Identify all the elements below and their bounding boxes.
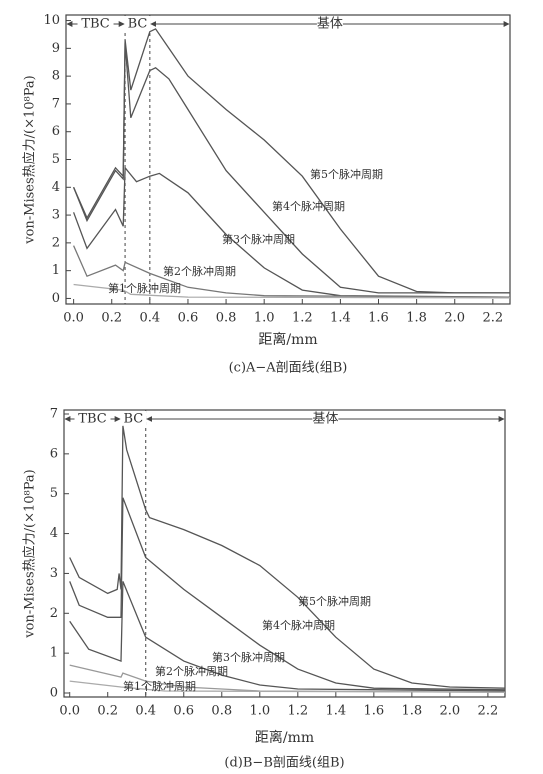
series-line [72,166,511,298]
x-axis-label: 距离/mm [255,729,314,746]
y-axis-label: von-Mises热应力/(×10⁸Pa) [22,469,38,639]
x-tick-label: 0.2 [97,704,118,719]
x-tick-label: 0.6 [178,311,199,326]
y-tick-label: 3 [50,566,58,581]
y-tick-label: 0 [52,291,60,306]
x-tick-label: 1.4 [330,311,351,326]
x-tick-label: 2.2 [478,704,499,719]
series-line [69,581,506,692]
region-label-bg [124,16,151,32]
x-tick-label: 1.8 [406,311,427,326]
series-label: 第1个脉冲周期 [123,679,196,693]
series-line [69,497,506,691]
y-tick-label: 9 [52,41,60,56]
x-tick-label: 0.6 [173,704,194,719]
x-tick-label: 2.0 [444,311,465,326]
x-tick-label: 2.2 [483,311,504,326]
y-tick-label: 1 [50,646,58,661]
series-label: 第3个脉冲周期 [212,650,285,664]
y-tick-label: 1 [52,263,60,278]
series-line [69,680,506,693]
series-label: 第3个脉冲周期 [222,232,295,246]
x-tick-label: 2.0 [440,704,461,719]
region-label: 基体 [312,412,338,427]
series-line [69,425,506,689]
region-label: TBC [81,17,109,32]
caption: (d)B−B剖面线(组B) [224,756,344,771]
series-label: 第4个脉冲周期 [262,618,335,632]
x-tick-label: 0.4 [140,311,161,326]
plot-frame [63,409,506,698]
x-tick-label: 0.8 [216,311,237,326]
region-label: 基体 [317,17,343,32]
series-line [73,245,511,298]
series-label: 第1个脉冲周期 [108,281,181,295]
region-label-bg [316,16,343,32]
y-tick-label: 6 [52,124,60,139]
y-tick-label: 5 [50,486,58,501]
caption: (c)A−A剖面线(组B) [229,361,348,376]
y-tick-label: 4 [52,180,60,195]
x-tick-label: 0.8 [211,704,232,719]
y-tick-label: 7 [50,406,58,421]
region-label: BC [128,17,148,32]
y-tick-label: 2 [50,606,58,621]
series-label: 第4个脉冲周期 [272,199,345,213]
y-tick-label: 7 [52,96,60,111]
x-tick-label: 0.0 [59,704,80,719]
plot-frame [65,14,511,305]
x-tick-label: 1.6 [368,311,389,326]
x-tick-label: 1.4 [325,704,346,719]
x-tick-label: 1.0 [249,704,270,719]
y-tick-label: 8 [52,69,60,84]
x-tick-label: 1.2 [292,311,313,326]
x-tick-label: 1.2 [287,704,308,719]
series-label: 第2个脉冲周期 [155,664,228,678]
y-tick-label: 10 [43,13,60,28]
y-tick-label: 5 [52,152,60,167]
x-tick-label: 0.2 [101,311,122,326]
region-label-bg [74,411,111,427]
series-label: 第5个脉冲周期 [298,594,371,608]
region-label-bg [77,16,114,32]
region-label: BC [124,412,144,427]
x-tick-label: 1.0 [254,311,275,326]
x-tick-label: 0.0 [63,311,84,326]
y-tick-label: 0 [50,686,58,701]
x-tick-label: 1.8 [402,704,423,719]
y-tick-label: 2 [52,235,60,250]
y-tick-label: 6 [50,446,58,461]
region-label: TBC [78,412,106,427]
series-label: 第2个脉冲周期 [163,264,236,278]
series-line [73,283,511,299]
x-tick-label: 1.6 [363,704,384,719]
x-tick-label: 0.4 [135,704,156,719]
series-line [73,28,510,294]
region-label-bg [312,411,339,427]
region-label-bg [120,411,147,427]
y-tick-label: 4 [50,526,58,541]
y-tick-label: 3 [52,208,60,223]
series-line [72,42,510,294]
y-axis-label: von-Mises热应力/(×10⁸Pa) [22,75,38,245]
x-axis-label: 距离/mm [258,331,317,348]
series-label: 第5个脉冲周期 [310,167,383,181]
